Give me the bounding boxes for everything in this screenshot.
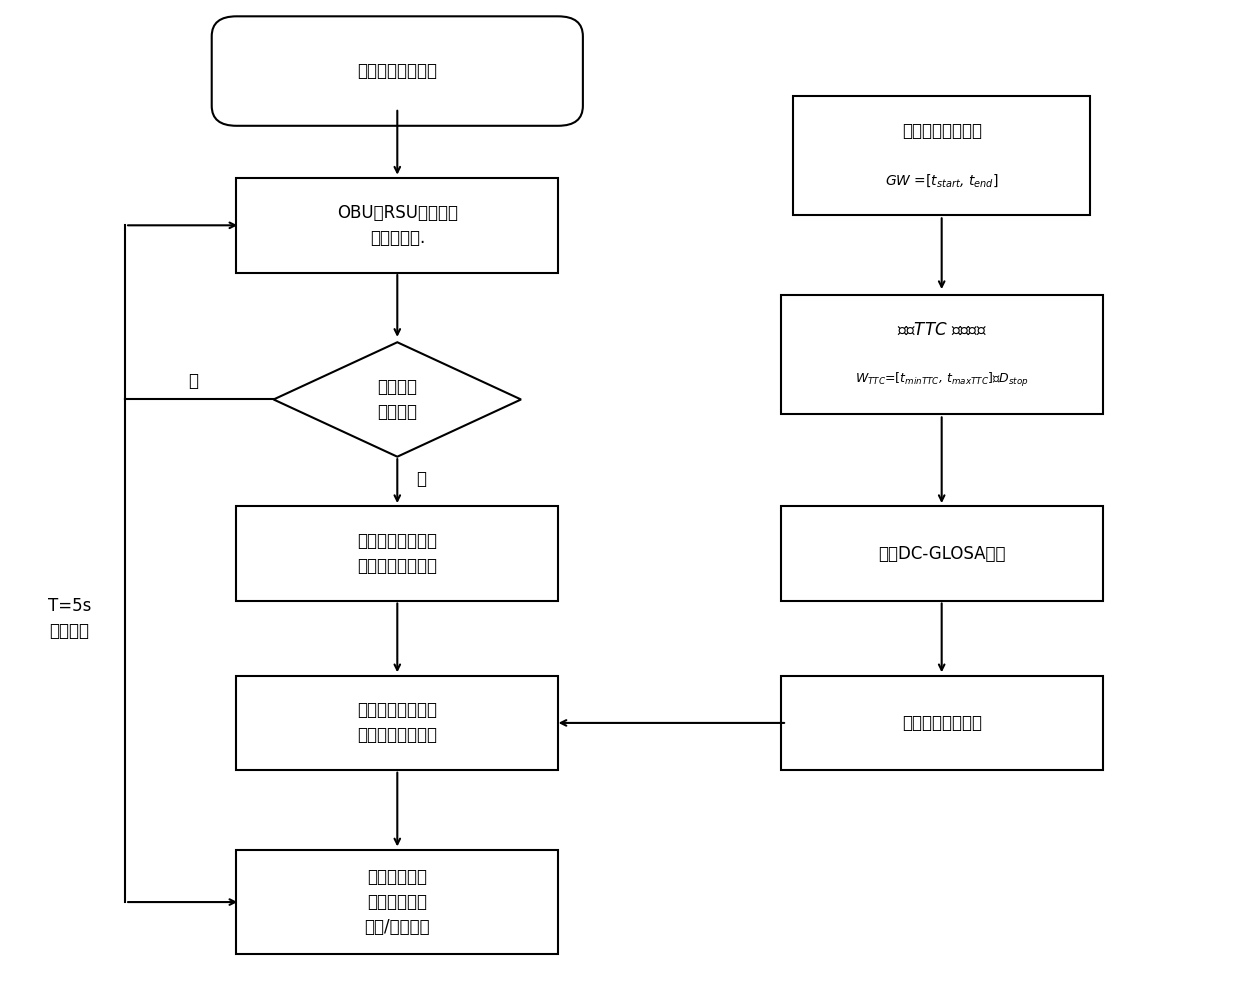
Text: 车辆驶入引导路段: 车辆驶入引导路段 <box>357 62 438 80</box>
FancyBboxPatch shape <box>237 850 558 954</box>
FancyBboxPatch shape <box>794 96 1090 216</box>
Text: 计算$TTC$ 时间窗口: 计算$TTC$ 时间窗口 <box>897 320 987 338</box>
FancyBboxPatch shape <box>781 676 1102 770</box>
Text: $GW$ =$[t_{start}$, $t_{end}]$: $GW$ =$[t_{start}$, $t_{end}]$ <box>885 172 998 189</box>
Text: 是: 是 <box>415 470 425 488</box>
Text: 判断车辆行驶方向
并变换至规定车道: 判断车辆行驶方向 并变换至规定车道 <box>357 532 438 575</box>
Text: 计算绿灯时间窗口: 计算绿灯时间窗口 <box>901 122 982 140</box>
Polygon shape <box>274 342 521 457</box>
Text: T=5s
周期执行: T=5s 周期执行 <box>48 597 91 640</box>
FancyBboxPatch shape <box>237 676 558 770</box>
Text: $W_{TTC}$=$[t_{minTTC}$, $t_{maxTTC}]$和$D_{stop}$: $W_{TTC}$=$[t_{minTTC}$, $t_{maxTTC}]$和$… <box>854 370 1028 388</box>
Text: 否: 否 <box>188 371 198 389</box>
FancyBboxPatch shape <box>237 506 558 601</box>
FancyBboxPatch shape <box>237 178 558 272</box>
Text: 执行DC-GLOSA算法: 执行DC-GLOSA算法 <box>878 545 1006 563</box>
Text: 确定车速引导建议: 确定车速引导建议 <box>901 714 982 732</box>
FancyBboxPatch shape <box>781 506 1102 601</box>
Text: 车辆是否
允许变道: 车辆是否 允许变道 <box>377 378 418 421</box>
Text: 参考移动模型匹配
提供车速引导建议: 参考移动模型匹配 提供车速引导建议 <box>357 702 438 745</box>
Text: OBU与RSU、智能手
机信息交互.: OBU与RSU、智能手 机信息交互. <box>337 204 458 247</box>
FancyBboxPatch shape <box>781 295 1102 414</box>
Text: 智能手机显示
最新的变道和
加速/制动建议: 智能手机显示 最新的变道和 加速/制动建议 <box>365 868 430 936</box>
FancyBboxPatch shape <box>212 16 583 126</box>
